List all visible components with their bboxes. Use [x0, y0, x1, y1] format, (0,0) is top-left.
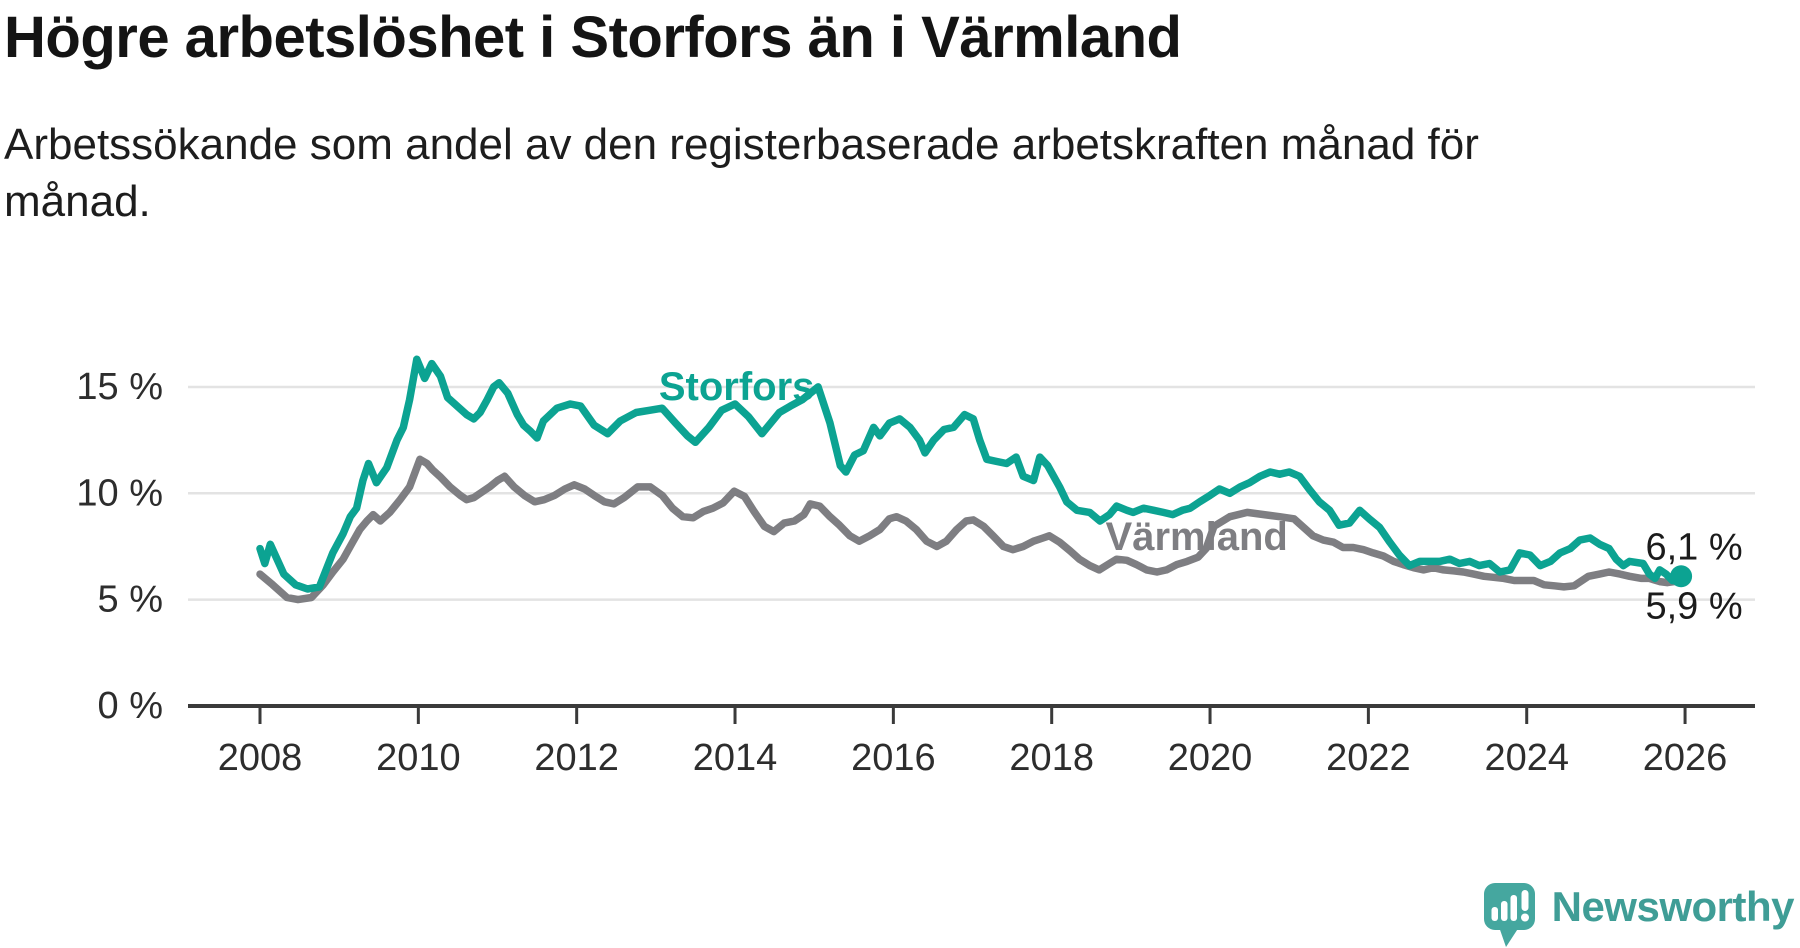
logo-exclamation-dot	[1520, 913, 1529, 922]
series-label-storfors: Storfors	[659, 365, 815, 409]
x-tick-label-2014: 2014	[693, 737, 778, 779]
branding: Newsworthy	[1483, 882, 1795, 948]
x-tick-label-2024: 2024	[1484, 737, 1569, 779]
page-title: Högre arbetslöshet i Storfors än i Värml…	[4, 5, 1182, 70]
series-label-varmland: Värmland	[1106, 515, 1288, 559]
x-tick-label-2026: 2026	[1643, 737, 1728, 779]
value-label-0: 6,1 %	[1645, 527, 1742, 569]
series-end-dot-storfors	[1670, 565, 1693, 588]
logo-bar-large	[1510, 895, 1517, 921]
logo-bar-small	[1491, 907, 1498, 921]
value-label-1: 5,9 %	[1645, 585, 1742, 627]
y-tick-label-10pct: 10 %	[76, 472, 163, 514]
x-tick-label-2022: 2022	[1326, 737, 1411, 779]
x-tick-label-2018: 2018	[1009, 737, 1094, 779]
series-line-storfors	[256, 355, 1685, 593]
x-tick-label-2020: 2020	[1168, 737, 1253, 779]
chart-subtitle: Arbetssökande som andel av den registerb…	[4, 120, 1479, 227]
x-tick-label-2016: 2016	[851, 737, 936, 779]
y-tick-label-0pct: 0 %	[98, 685, 163, 727]
x-tick-label-2008: 2008	[218, 737, 303, 779]
y-tick-label-5pct: 5 %	[98, 579, 163, 621]
logo-bar-medium	[1500, 901, 1508, 921]
x-tick-label-2010: 2010	[376, 737, 461, 779]
y-tick-label-15pct: 15 %	[76, 366, 163, 408]
logo-exclamation-bar	[1521, 890, 1529, 911]
branding-name: Newsworthy	[1551, 883, 1795, 930]
x-tick-label-2012: 2012	[534, 737, 619, 779]
series-line-varmland	[256, 455, 1685, 604]
newsworthy-logo-icon	[1483, 883, 1535, 947]
